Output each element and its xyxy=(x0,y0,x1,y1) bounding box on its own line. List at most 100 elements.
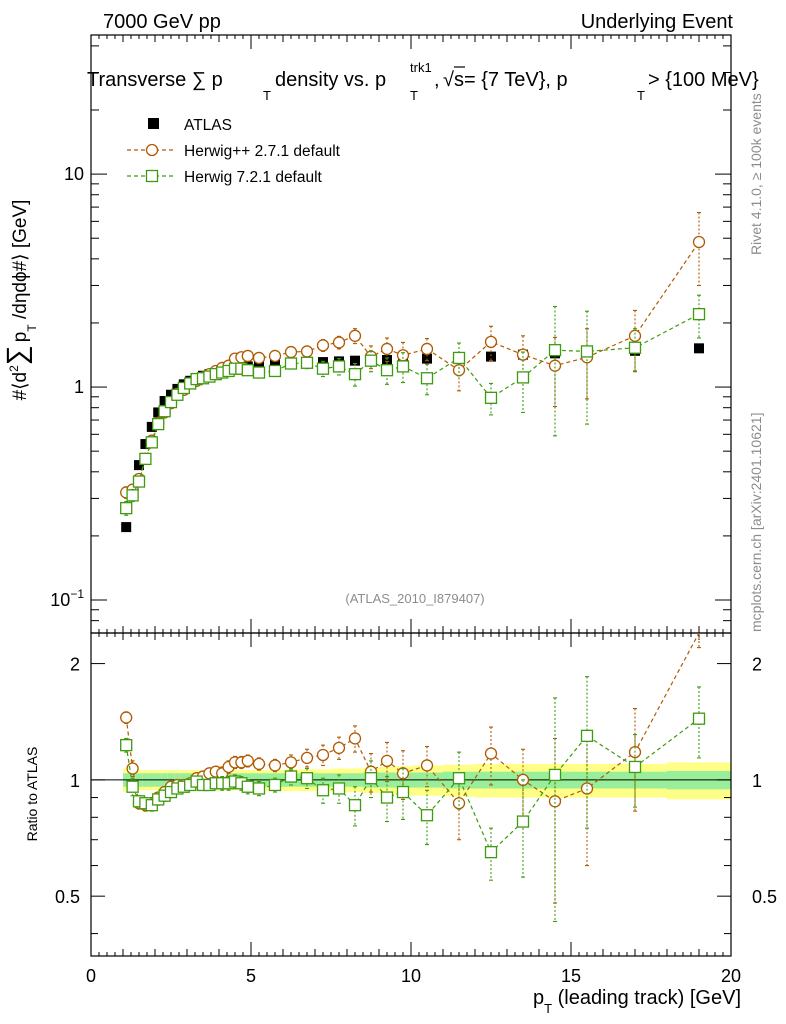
ylabel-p: p xyxy=(10,332,31,343)
ratio-herwigpp-point xyxy=(126,762,139,775)
herwig7-point xyxy=(120,502,133,515)
herwig7-point xyxy=(380,364,394,377)
ratio-ylabel: Ratio to ATLAS xyxy=(24,747,40,842)
legend-label-atlas: ATLAS xyxy=(184,117,232,134)
herwig7-point xyxy=(364,354,378,367)
ratio-herwig7-point xyxy=(548,768,562,782)
herwigpp-point xyxy=(420,342,434,356)
atlas-point xyxy=(254,359,264,370)
xlabel-rest: (leading track) [GeV] xyxy=(552,987,741,1009)
ylabel-prefix: #⟨d xyxy=(10,372,31,401)
herwig7-point xyxy=(126,489,139,502)
ratio-tick-label-right: 1 xyxy=(752,771,762,791)
herwig7-point xyxy=(628,341,642,354)
atlas-point xyxy=(270,359,280,370)
atlas-point xyxy=(350,355,360,366)
title-cut: > {100 MeV} xyxy=(648,69,759,91)
ratio-herwig7-point xyxy=(126,780,139,793)
axis-ticks xyxy=(90,35,732,956)
ratio-tick-label-left: 1 xyxy=(70,771,80,791)
ratio-herwig7-point xyxy=(332,782,346,795)
herwig7-point xyxy=(132,475,146,488)
herwigpp-point xyxy=(516,348,530,361)
herwig7-point xyxy=(252,366,266,379)
herwigpp-point xyxy=(284,345,298,359)
ylabel-sup2: 2 xyxy=(7,365,21,372)
ratio-herwig7-point xyxy=(300,772,314,785)
svg-text:mcplots.cern.ch [arXiv:2401.10: mcplots.cern.ch [arXiv:2401.10621] xyxy=(748,413,764,632)
herwig7-point xyxy=(158,405,171,418)
herwigpp-point xyxy=(268,349,282,363)
ratio-herwig7-point xyxy=(580,729,594,743)
ratio-herwig7-point xyxy=(516,815,530,828)
title-sub-t2: T xyxy=(410,88,418,103)
herwig7-point xyxy=(348,367,362,381)
ratio-herwig7-point xyxy=(120,738,133,752)
x-tick-label: 15 xyxy=(561,966,581,986)
title-comma: , xyxy=(434,69,440,91)
ratio-herwig7-point xyxy=(364,772,378,785)
atlas-point xyxy=(140,439,151,450)
y-tick-label-base: 1 xyxy=(74,377,84,397)
x-axis-label: pT (leading track) [GeV] xyxy=(533,987,741,1016)
svg-text:Rivet 4.1.0, ≥ 100k events: Rivet 4.1.0, ≥ 100k events xyxy=(748,93,764,255)
y-tick-label: 10−1 xyxy=(50,587,84,610)
ratio-herwig7-point xyxy=(420,809,434,822)
process-label: Underlying Event xyxy=(581,11,734,33)
ratio-herwigpp-point xyxy=(332,741,346,755)
ratio-herwig7-point xyxy=(268,778,282,792)
legend-marker-herwigpp xyxy=(145,143,159,157)
y-tick-label-exp: −1 xyxy=(70,587,84,601)
xlabel-subT: T xyxy=(544,1001,552,1016)
ratio-y-axis-label: Ratio to ATLAS xyxy=(24,747,40,842)
atlas-point xyxy=(486,351,496,362)
herwigpp-point xyxy=(628,329,642,342)
ratio-herwigpp-point xyxy=(420,759,434,772)
ratio-herwigpp-point xyxy=(268,759,282,772)
herwig7-point xyxy=(300,356,314,369)
herwig7-point xyxy=(332,360,346,373)
y-tick-label: 1 xyxy=(74,377,84,397)
herwig7-point xyxy=(241,364,254,377)
herwigpp-point xyxy=(380,342,394,356)
legend-label-herwigpp: Herwig++ 2.7.1 default xyxy=(184,143,341,160)
energy-label: 7000 GeV pp xyxy=(103,11,221,33)
y-tick-label: 10 xyxy=(64,164,84,184)
ratio-herwigpp-point xyxy=(252,757,266,771)
svg-text:#⟨d2∑pT /dηdϕ#⟩ [GeV]: #⟨d2∑ pT /dηdϕ#⟩ [GeV] xyxy=(1,200,39,401)
atlas-point xyxy=(153,407,164,418)
svg-text:pT (leading track) [GeV]: pT (leading track) [GeV] xyxy=(533,987,741,1016)
ratio-herwigpp-point xyxy=(120,711,133,724)
x-tick-label: 20 xyxy=(721,966,741,986)
ratio-herwigpp-point xyxy=(452,797,466,810)
ratio-herwig7-point xyxy=(380,791,394,804)
herwig7-point xyxy=(692,307,706,321)
ylabel-rest: /dηdϕ#⟩ [GeV] xyxy=(10,200,31,325)
ratio-tick-label-right: 0.5 xyxy=(752,887,777,907)
atlas-point xyxy=(134,460,144,471)
analysis-id: (ATLAS_2010_I879407) xyxy=(345,591,484,606)
herwig7-point xyxy=(284,357,298,370)
herwig7-point xyxy=(580,345,594,358)
y-axis-label: #⟨d2∑ pT /dηdϕ#⟩ [GeV] xyxy=(1,200,39,401)
title-sqrt: √ xyxy=(443,69,454,91)
herwigpp-point xyxy=(332,336,346,349)
ratio-herwigpp-point xyxy=(484,747,498,760)
atlas-point xyxy=(121,522,132,533)
ratio-herwigpp-point xyxy=(316,748,330,762)
ratio-herwig7-point xyxy=(241,780,254,793)
herwigpp-point xyxy=(252,351,266,365)
ratio-herwigpp-point xyxy=(241,754,254,768)
ratio-herwig7-point xyxy=(348,799,362,812)
herwig7-point xyxy=(516,371,530,384)
herwig7-point xyxy=(268,364,282,378)
ratio-herwig7-point xyxy=(484,845,498,859)
ratio-herwigpp-point xyxy=(284,756,298,769)
herwig7-point xyxy=(396,360,410,373)
herwig7-point xyxy=(152,417,165,431)
ratio-herwigpp-point xyxy=(300,751,314,765)
rivet-label: Rivet 4.1.0, ≥ 100k events xyxy=(748,93,764,255)
ratio-series-line xyxy=(125,718,700,854)
